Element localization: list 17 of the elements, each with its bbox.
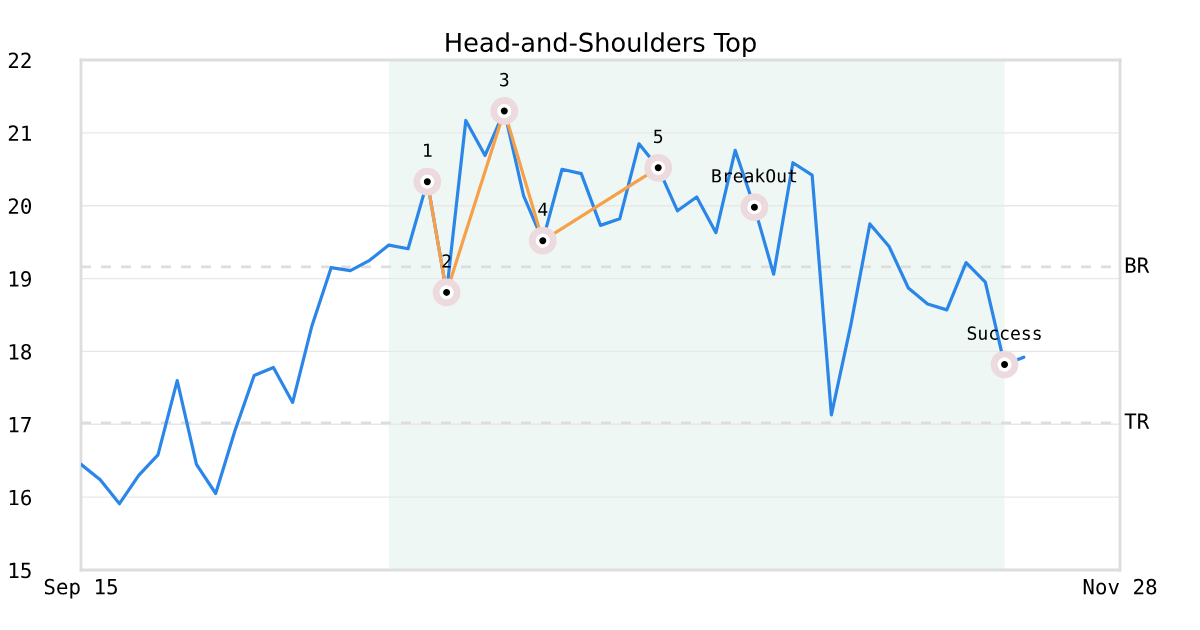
- x-tick-label: Sep 15: [44, 578, 117, 599]
- annotation: 4: [538, 202, 548, 216]
- y-tick-label: 22: [8, 52, 31, 68]
- y-tick-label: 17: [9, 417, 31, 433]
- y-tick-label: 21: [8, 125, 31, 141]
- y-tick-label: 18: [9, 343, 32, 360]
- y-tick-label: 16: [9, 489, 32, 506]
- y-tick-label: 20: [8, 198, 32, 214]
- y-tick-label: 19: [9, 271, 31, 287]
- y-tick-label: 15: [9, 562, 31, 579]
- annotation: 3: [500, 72, 509, 87]
- annotation: 5: [654, 129, 663, 144]
- ref-line-label: BR: [1125, 257, 1150, 273]
- ref-line-label: TR: [1124, 413, 1150, 429]
- chart-title: Head-and-Shoulders Top: [446, 32, 756, 58]
- x-tick-label: Nov 28: [1083, 578, 1157, 595]
- annotation: 1: [424, 143, 432, 157]
